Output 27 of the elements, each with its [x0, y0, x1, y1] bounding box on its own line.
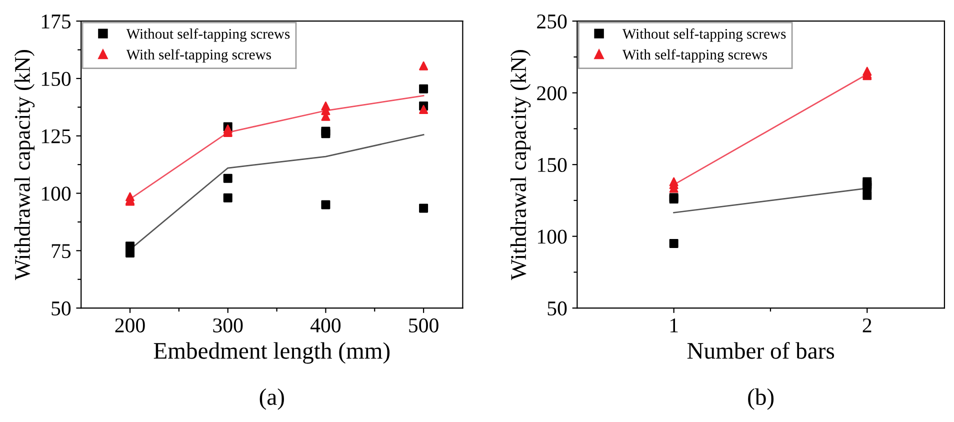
- legend-label: Without self-tapping screws: [126, 28, 290, 42]
- y-tick-label: 150: [42, 72, 71, 86]
- y-axis-title: Withdrawal capacity (kN): [510, 50, 531, 280]
- y-tick-label: 50: [52, 301, 71, 316]
- y-axis-title: Withdrawal capacity (kN): [14, 50, 35, 280]
- x-tick-label: 400: [310, 318, 341, 332]
- y-tick-label: 200: [537, 86, 567, 100]
- text: (a): [260, 388, 284, 410]
- y-tick-label: 75: [52, 244, 71, 258]
- y-tick-label: 100: [42, 186, 71, 201]
- x-tick-label: 200: [115, 318, 145, 332]
- legend-label: Without self-tapping screws: [622, 28, 786, 42]
- y-tick-label: 150: [538, 158, 567, 172]
- x-tick-label: 500: [409, 318, 438, 332]
- y-tick-label: 50: [548, 301, 567, 316]
- legend-label: With self-tapping screws: [622, 49, 768, 63]
- text: (b): [748, 388, 774, 410]
- x-axis-title: Embedment length (mm): [154, 342, 390, 364]
- x-tick-label: 2: [862, 318, 872, 332]
- y-tick-label: 175: [42, 14, 71, 29]
- x-tick-label: 300: [213, 318, 243, 332]
- y-tick-label: 125: [42, 129, 71, 144]
- y-tick-label: 250: [537, 14, 567, 29]
- y-tick-label: 100: [538, 230, 567, 244]
- x-tick-label: 1: [670, 318, 678, 332]
- x-axis-title: Number of bars: [687, 342, 834, 359]
- legend-label: With self-tapping screws: [126, 49, 271, 63]
